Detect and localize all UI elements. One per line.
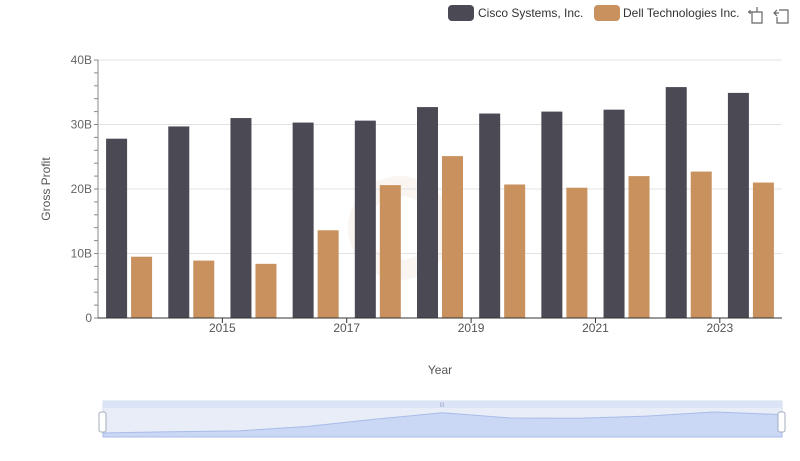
bar-cisco[interactable]: [665, 87, 687, 318]
x-tick-label: 2023: [706, 321, 733, 335]
legend-item-cisco[interactable]: Cisco Systems, Inc.: [448, 5, 583, 21]
y-tick-label: 40B: [71, 53, 92, 67]
bars: [106, 87, 774, 319]
legend: Cisco Systems, Inc. Dell Technologies In…: [448, 5, 740, 21]
slider-grip[interactable]: III: [439, 403, 444, 409]
x-tick-label: 2017: [333, 321, 360, 335]
x-axis-title: Year: [428, 363, 452, 377]
bar-cisco[interactable]: [603, 109, 625, 318]
legend-item-dell[interactable]: Dell Technologies Inc.: [594, 5, 740, 21]
bar-dell[interactable]: [442, 156, 463, 318]
bar-dell[interactable]: [255, 263, 277, 318]
bar-dell[interactable]: [504, 184, 526, 318]
bar-dell[interactable]: [752, 182, 774, 318]
bar-dell[interactable]: [193, 260, 215, 318]
bar-cisco[interactable]: [417, 107, 438, 319]
x-tick-label: 2019: [458, 321, 485, 335]
x-tick-label: 2015: [209, 321, 236, 335]
legend-swatch-cisco: [448, 5, 474, 21]
zoom-icon[interactable]: [748, 7, 763, 24]
slider-selection-top[interactable]: [103, 401, 782, 408]
slider-preview-area: [102, 411, 783, 438]
bar-dell[interactable]: [131, 256, 153, 318]
slider-handle-right[interactable]: [777, 411, 786, 433]
bar-cisco[interactable]: [354, 120, 376, 318]
bar-cisco[interactable]: [106, 138, 128, 318]
legend-label-cisco: Cisco Systems, Inc.: [478, 6, 583, 20]
y-axis: 0 10B 20B 30B 40B: [71, 53, 99, 325]
legend-label-dell: Dell Technologies Inc.: [623, 6, 740, 20]
data-zoom-slider[interactable]: III: [98, 400, 786, 438]
bar-dell[interactable]: [690, 171, 712, 318]
bar-dell[interactable]: [379, 185, 401, 318]
reset-icon[interactable]: [773, 9, 789, 24]
x-tick-label: 2021: [582, 321, 609, 335]
bar-cisco[interactable]: [541, 111, 563, 318]
x-axis: 2015 2017 2019 2021 2023: [98, 317, 782, 335]
slider-handle-left[interactable]: [98, 411, 107, 433]
legend-swatch-dell: [594, 5, 620, 21]
y-axis-title: Gross Profit: [39, 157, 53, 221]
bar-dell[interactable]: [628, 176, 650, 318]
bar-cisco[interactable]: [230, 118, 252, 318]
y-tick-label: 30B: [71, 118, 92, 132]
bar-dell[interactable]: [566, 187, 588, 318]
bar-cisco[interactable]: [479, 113, 501, 318]
y-tick-label: 20B: [71, 182, 92, 196]
y-tick-label: 10B: [71, 247, 92, 261]
bar-cisco[interactable]: [168, 126, 190, 318]
y-tick-label: 0: [85, 311, 92, 325]
bar-cisco[interactable]: [727, 92, 749, 319]
bar-dell[interactable]: [317, 230, 339, 318]
bar-cisco[interactable]: [292, 122, 314, 318]
